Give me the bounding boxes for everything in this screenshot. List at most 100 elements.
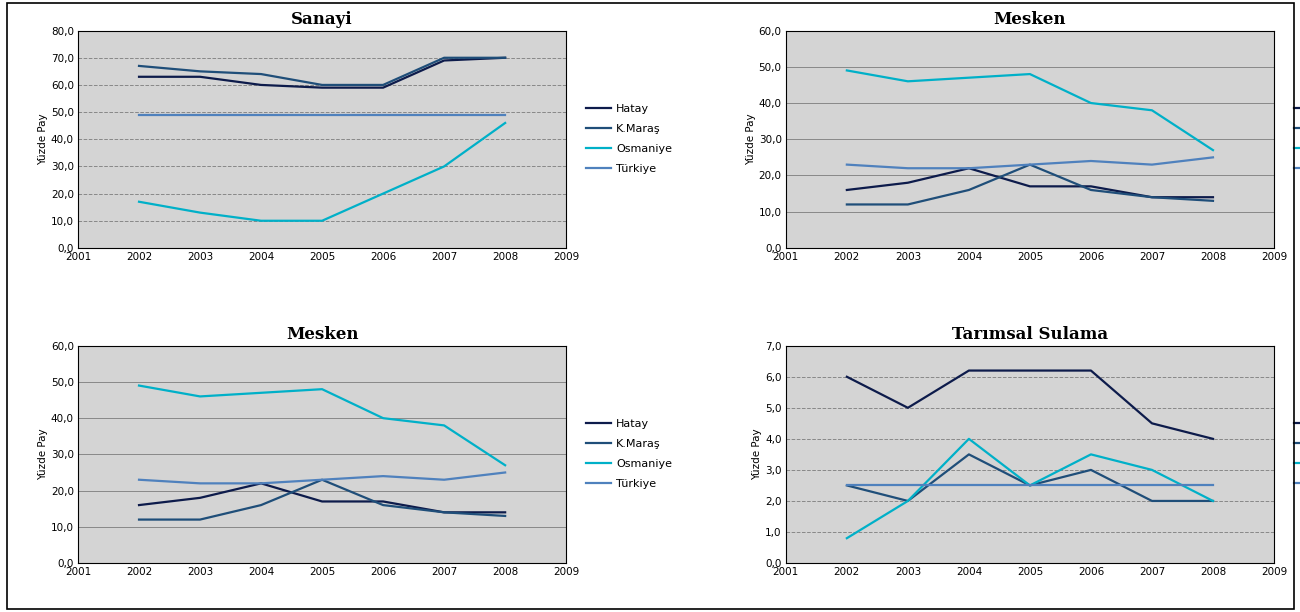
Y-axis label: Yüzde Pay: Yüzde Pay (38, 428, 48, 480)
Hatay (437, 509, 452, 516)
Hatay (1205, 193, 1221, 201)
Osmaniye (376, 414, 391, 422)
Legend: Hatay, K.Maraş, Osmaniye, Türkiye: Hatay, K.Maraş, Osmaniye, Türkiye (586, 104, 672, 174)
Hatay (961, 165, 976, 172)
Türkiye (498, 111, 514, 119)
K.Maraş (315, 476, 330, 483)
Hatay (1083, 182, 1098, 190)
Line: Türkiye: Türkiye (139, 472, 506, 483)
Hatay (315, 84, 330, 91)
Türkiye (900, 482, 915, 489)
Osmaniye (192, 209, 208, 216)
Osmaniye (961, 435, 976, 442)
K.Maraş (961, 186, 976, 193)
K.Maraş (498, 512, 514, 520)
Osmaniye (254, 217, 269, 225)
Osmaniye (192, 393, 208, 400)
K.Maraş (437, 54, 452, 61)
Line: Türkiye: Türkiye (846, 157, 1213, 168)
K.Maraş (900, 201, 915, 208)
Hatay (1022, 182, 1037, 190)
Line: Hatay: Hatay (139, 483, 506, 512)
K.Maraş (1022, 482, 1037, 489)
K.Maraş (254, 70, 269, 78)
Türkiye (192, 480, 208, 487)
K.Maraş (254, 501, 269, 509)
Osmaniye (498, 119, 514, 127)
Osmaniye (838, 534, 854, 542)
Legend: Hatay, K.Maraş, Osmaniye, Türkiye: Hatay, K.Maraş, Osmaniye, Türkiye (1295, 104, 1300, 174)
Türkiye (1022, 482, 1037, 489)
Osmaniye (961, 74, 976, 81)
Hatay (961, 367, 976, 374)
Hatay (900, 179, 915, 187)
Osmaniye (437, 163, 452, 170)
Türkiye (315, 111, 330, 119)
Türkiye (1205, 154, 1221, 161)
Türkiye (315, 476, 330, 483)
Osmaniye (1144, 106, 1160, 114)
Türkiye (961, 482, 976, 489)
Hatay (254, 480, 269, 487)
Osmaniye (498, 461, 514, 469)
Türkiye (1022, 161, 1037, 168)
Osmaniye (900, 498, 915, 505)
Hatay (900, 404, 915, 411)
Hatay (1083, 367, 1098, 374)
Line: Osmaniye: Osmaniye (846, 70, 1213, 150)
Line: Osmaniye: Osmaniye (139, 123, 506, 221)
Legend: Hatay, K.Maraş, Osmaniye, Türkiye: Hatay, K.Maraş, Osmaniye, Türkiye (1295, 419, 1300, 490)
Legend: Hatay, K.Maraş, Osmaniye, Türkiye: Hatay, K.Maraş, Osmaniye, Türkiye (586, 419, 672, 490)
Hatay (376, 84, 391, 91)
Hatay (1022, 367, 1037, 374)
Türkiye (1205, 482, 1221, 489)
Line: K.Maraş: K.Maraş (846, 454, 1213, 501)
Hatay (315, 498, 330, 505)
Line: Hatay: Hatay (846, 370, 1213, 439)
K.Maraş (498, 54, 514, 61)
Y-axis label: Yüzde Pay: Yüzde Pay (746, 113, 755, 165)
Line: Hatay: Hatay (846, 168, 1213, 197)
K.Maraş (131, 516, 147, 523)
Title: Mesken: Mesken (993, 10, 1066, 28)
Hatay (192, 73, 208, 80)
Osmaniye (900, 78, 915, 85)
Türkiye (131, 476, 147, 483)
Hatay (1205, 435, 1221, 442)
K.Maraş (961, 450, 976, 458)
K.Maraş (838, 482, 854, 489)
K.Maraş (131, 62, 147, 70)
Hatay (1144, 193, 1160, 201)
Osmaniye (1205, 498, 1221, 505)
Türkiye (437, 111, 452, 119)
K.Maraş (192, 516, 208, 523)
Hatay (254, 81, 269, 89)
Hatay (376, 498, 391, 505)
Türkiye (376, 111, 391, 119)
Türkiye (498, 469, 514, 476)
K.Maraş (900, 498, 915, 505)
K.Maraş (1205, 197, 1221, 204)
Line: Osmaniye: Osmaniye (846, 439, 1213, 538)
Türkiye (131, 111, 147, 119)
Osmaniye (254, 389, 269, 397)
Osmaniye (131, 198, 147, 206)
Türkiye (437, 476, 452, 483)
Hatay (131, 501, 147, 509)
Türkiye (838, 161, 854, 168)
Türkiye (192, 111, 208, 119)
Osmaniye (131, 382, 147, 389)
Hatay (437, 57, 452, 64)
Line: K.Maraş: K.Maraş (846, 165, 1213, 204)
Hatay (131, 73, 147, 80)
Hatay (838, 373, 854, 381)
Hatay (1144, 420, 1160, 427)
Osmaniye (1205, 146, 1221, 154)
K.Maraş (376, 501, 391, 509)
Türkiye (1083, 157, 1098, 165)
Türkiye (1083, 482, 1098, 489)
Osmaniye (315, 217, 330, 225)
Türkiye (1144, 482, 1160, 489)
Osmaniye (1022, 482, 1037, 489)
Y-axis label: Yüzde Pay: Yüzde Pay (753, 428, 762, 480)
